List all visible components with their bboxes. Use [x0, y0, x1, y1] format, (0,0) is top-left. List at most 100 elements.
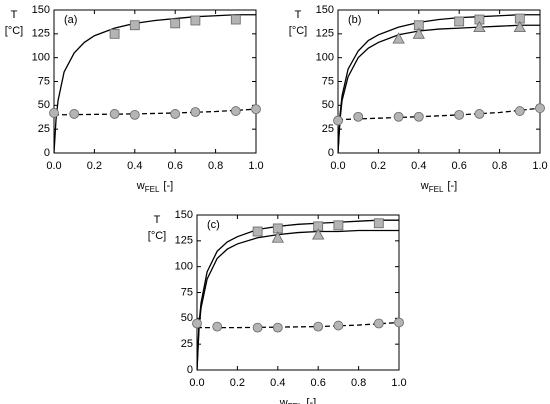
y-unit: [°C] [148, 230, 166, 242]
square-marker [333, 220, 344, 231]
triangle-marker [473, 20, 486, 33]
y-tick-label: 75 [38, 75, 50, 87]
circle-marker [192, 318, 202, 329]
square-marker [129, 20, 140, 31]
y-tick-label: 0 [328, 147, 334, 159]
panel: 0.0 0.2 0.4 0.6 0.8 1.0 0 25 50 75 100 125 150 (c) T [°… [148, 209, 407, 404]
model-curve [54, 108, 256, 116]
x-label-unit: [-] [306, 397, 316, 404]
model-curve [338, 14, 540, 153]
model-curve [54, 14, 256, 153]
plot-frame [196, 214, 400, 371]
y-tick-label: 125 [316, 28, 334, 40]
triangle-marker [312, 228, 325, 240]
y-tick-label: 0 [44, 147, 50, 159]
y-tick-label: 150 [175, 209, 193, 221]
triangle-marker [513, 20, 526, 33]
x-label-main: w [279, 397, 288, 404]
y-tick-label: 25 [181, 338, 193, 350]
y-tick-label: 25 [322, 123, 334, 135]
square-marker [454, 16, 465, 27]
square-marker [230, 14, 241, 25]
plot-frame [53, 9, 257, 154]
x-label-sub: FEL [145, 185, 160, 194]
x-tick-label: 1.0 [248, 160, 263, 172]
circle-marker [272, 322, 283, 333]
circle-marker [514, 106, 525, 116]
panel-label: (a) [64, 14, 77, 26]
x-label-sub: FEL [288, 402, 303, 404]
panel-label: (c) [207, 219, 220, 231]
x-tick-label: 0.4 [127, 160, 142, 172]
circle-marker [353, 111, 364, 122]
circle-marker [230, 106, 241, 116]
circle-marker [454, 109, 465, 120]
x-tick-label: 0.0 [189, 377, 204, 389]
y-tick-label: 150 [32, 4, 50, 16]
x-label-unit: [-] [163, 180, 173, 192]
x-tick-label: 0.2 [230, 377, 245, 389]
x-tick-label: 1.0 [532, 160, 547, 172]
x-tick-label: 0.6 [311, 377, 326, 389]
circle-marker [109, 109, 120, 119]
y-tick-label: 100 [316, 52, 334, 64]
x-label-main: w [136, 180, 145, 192]
circle-marker [170, 109, 181, 119]
y-unit: [°C] [289, 25, 307, 37]
model-curve [197, 219, 399, 370]
x-label-sub: FEL [429, 185, 444, 194]
y-tick-label: 100 [32, 52, 50, 64]
panel: 0.0 0.2 0.4 0.6 0.8 1.0 0 25 50 75 100 125 150 (b) T [°… [289, 4, 548, 194]
panel-label: (b) [348, 14, 361, 26]
circle-marker [393, 111, 404, 122]
panel: 0.0 0.2 0.4 0.6 0.8 1.0 0 25 50 75 100 125 150 (a) T [°… [5, 4, 264, 194]
circle-marker [474, 109, 485, 119]
x-tick-label: 0.0 [46, 160, 61, 172]
x-label: wFEL[-] [420, 180, 457, 194]
y-tick-label: 25 [38, 123, 50, 135]
circle-marker [394, 317, 404, 328]
square-marker [170, 18, 181, 29]
x-tick-label: 0.4 [411, 160, 426, 172]
plot-area [338, 14, 540, 153]
y-label: T [154, 214, 161, 226]
plot-area [197, 219, 399, 370]
x-tick-label: 0.0 [330, 160, 345, 172]
triangle-marker [392, 32, 405, 44]
x-label-main: w [420, 180, 429, 192]
y-tick-label: 50 [181, 312, 193, 324]
x-tick-label: 0.4 [270, 377, 285, 389]
circle-marker [535, 103, 545, 114]
circle-marker [129, 109, 140, 120]
square-marker [190, 15, 201, 26]
circle-marker [373, 318, 384, 329]
x-label: wFEL[-] [136, 180, 173, 194]
x-tick-label: 0.6 [168, 160, 183, 172]
model-curve [197, 229, 399, 370]
plot-frame [337, 9, 541, 154]
circle-marker [413, 111, 424, 122]
circle-marker [251, 104, 261, 115]
y-unit: [°C] [5, 25, 23, 37]
triangle-marker [271, 231, 284, 243]
y-label: T [11, 9, 18, 21]
circle-marker [252, 322, 263, 333]
y-tick-label: 150 [316, 4, 334, 16]
x-label: wFEL[-] [279, 397, 316, 404]
y-tick-label: 50 [322, 99, 334, 111]
square-marker [373, 218, 384, 229]
y-tick-label: 75 [181, 286, 193, 298]
circle-marker [49, 108, 59, 118]
x-tick-label: 0.8 [208, 160, 223, 172]
circle-marker [333, 115, 343, 126]
model-curve [338, 107, 540, 121]
triangle-marker [412, 27, 425, 39]
x-tick-label: 0.2 [87, 160, 102, 172]
y-tick-label: 50 [38, 99, 50, 111]
x-tick-label: 1.0 [391, 377, 406, 389]
x-tick-label: 0.6 [452, 160, 467, 172]
model-curve [338, 24, 540, 153]
square-marker [252, 226, 263, 237]
x-tick-label: 0.8 [492, 160, 507, 172]
